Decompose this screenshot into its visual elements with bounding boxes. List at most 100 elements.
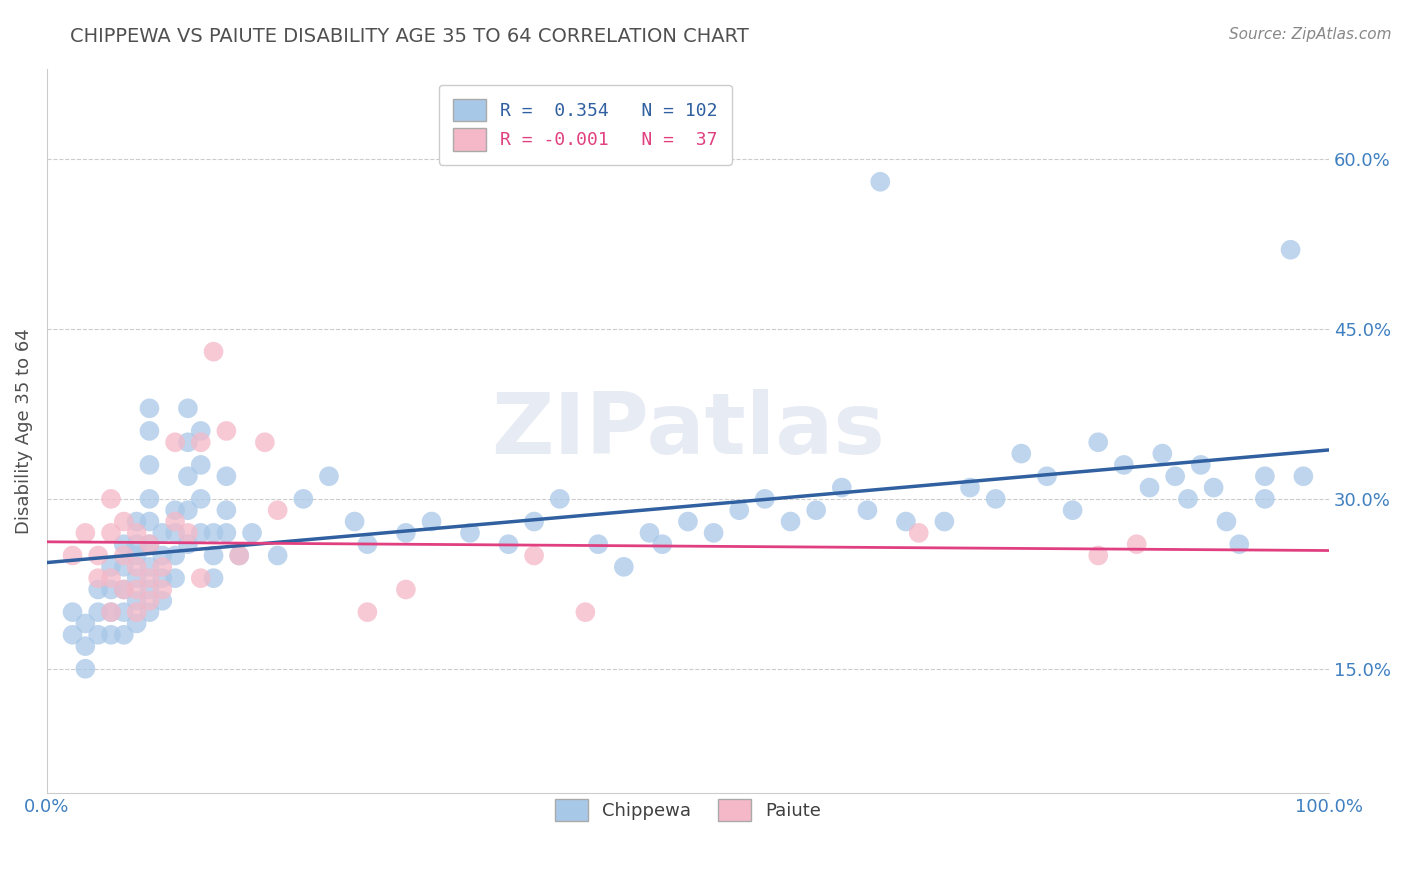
Legend: Chippewa, Paiute: Chippewa, Paiute	[540, 784, 835, 835]
Point	[100, 605, 122, 619]
Point	[177, 469, 200, 483]
Point	[75, 639, 97, 653]
Point	[856, 503, 879, 517]
Point	[894, 515, 917, 529]
Point	[150, 582, 173, 597]
Y-axis label: Disability Age 35 to 64: Disability Age 35 to 64	[15, 328, 32, 533]
Point	[1152, 447, 1174, 461]
Point	[125, 559, 148, 574]
Point	[138, 401, 160, 416]
Point	[574, 605, 596, 619]
Point	[138, 458, 160, 472]
Point	[318, 469, 340, 483]
Point	[523, 549, 546, 563]
Point	[112, 559, 135, 574]
Point	[215, 469, 238, 483]
Point	[613, 559, 636, 574]
Point	[125, 515, 148, 529]
Point	[87, 605, 110, 619]
Point	[125, 549, 148, 563]
Point	[356, 605, 378, 619]
Point	[959, 481, 981, 495]
Point	[202, 571, 225, 585]
Point	[1254, 469, 1277, 483]
Point	[1279, 243, 1302, 257]
Point	[292, 491, 315, 506]
Point	[676, 515, 699, 529]
Point	[112, 537, 135, 551]
Point	[138, 537, 160, 551]
Point	[190, 435, 212, 450]
Point	[100, 605, 122, 619]
Point	[112, 582, 135, 597]
Point	[177, 525, 200, 540]
Point	[228, 549, 250, 563]
Point	[907, 525, 929, 540]
Point	[869, 175, 891, 189]
Point	[804, 503, 827, 517]
Point	[1189, 458, 1212, 472]
Point	[87, 571, 110, 585]
Point	[177, 537, 200, 551]
Point	[498, 537, 520, 551]
Point	[1292, 469, 1315, 483]
Point	[202, 344, 225, 359]
Point	[112, 549, 135, 563]
Point	[1062, 503, 1084, 517]
Point	[100, 525, 122, 540]
Point	[100, 582, 122, 597]
Point	[125, 594, 148, 608]
Point	[125, 525, 148, 540]
Point	[1202, 481, 1225, 495]
Point	[202, 525, 225, 540]
Point	[934, 515, 956, 529]
Point	[75, 525, 97, 540]
Point	[100, 628, 122, 642]
Point	[125, 616, 148, 631]
Point	[1087, 435, 1109, 450]
Point	[125, 571, 148, 585]
Point	[112, 628, 135, 642]
Point	[266, 549, 288, 563]
Point	[112, 582, 135, 597]
Point	[150, 549, 173, 563]
Point	[112, 515, 135, 529]
Point	[165, 435, 187, 450]
Point	[150, 594, 173, 608]
Point	[87, 628, 110, 642]
Point	[1010, 447, 1032, 461]
Point	[1139, 481, 1161, 495]
Point	[1036, 469, 1059, 483]
Point	[215, 503, 238, 517]
Point	[125, 605, 148, 619]
Point	[165, 515, 187, 529]
Point	[984, 491, 1007, 506]
Point	[125, 537, 148, 551]
Point	[215, 424, 238, 438]
Point	[240, 525, 263, 540]
Point	[138, 571, 160, 585]
Point	[150, 525, 173, 540]
Point	[202, 549, 225, 563]
Point	[138, 515, 160, 529]
Text: ZIPatlas: ZIPatlas	[491, 390, 884, 473]
Point	[75, 662, 97, 676]
Point	[1227, 537, 1250, 551]
Point	[638, 525, 661, 540]
Point	[62, 628, 84, 642]
Point	[100, 559, 122, 574]
Point	[586, 537, 609, 551]
Point	[125, 582, 148, 597]
Point	[1215, 515, 1237, 529]
Point	[1177, 491, 1199, 506]
Point	[75, 616, 97, 631]
Point	[62, 605, 84, 619]
Point	[728, 503, 751, 517]
Point	[138, 605, 160, 619]
Point	[112, 605, 135, 619]
Point	[138, 594, 160, 608]
Point	[356, 537, 378, 551]
Point	[100, 571, 122, 585]
Point	[1164, 469, 1187, 483]
Point	[266, 503, 288, 517]
